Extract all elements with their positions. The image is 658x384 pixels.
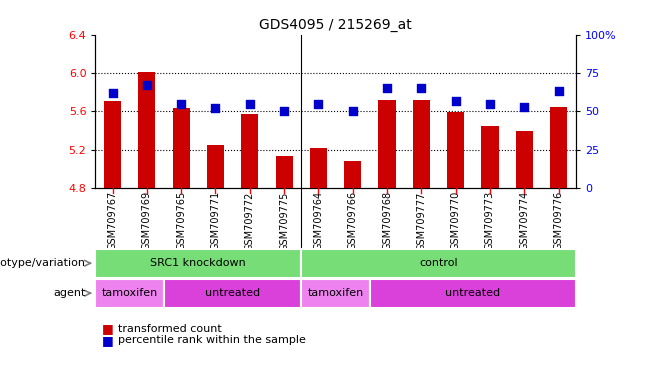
Text: GSM709770: GSM709770 — [451, 191, 461, 250]
Text: GSM709764: GSM709764 — [313, 191, 324, 250]
Bar — [378, 100, 395, 188]
Bar — [447, 112, 465, 188]
Text: ■: ■ — [102, 334, 114, 347]
Text: GSM709774: GSM709774 — [519, 191, 529, 250]
Point — [211, 105, 221, 111]
Text: genotype/variation: genotype/variation — [0, 258, 86, 268]
Text: GSM709775: GSM709775 — [279, 191, 289, 250]
Text: untreated: untreated — [205, 288, 260, 298]
Bar — [276, 156, 293, 188]
Text: tamoxifen: tamoxifen — [307, 288, 364, 298]
Point — [245, 101, 255, 107]
Bar — [104, 101, 121, 188]
Bar — [310, 148, 327, 188]
Text: GSM709771: GSM709771 — [211, 191, 220, 250]
Text: ■: ■ — [102, 322, 114, 335]
Bar — [516, 131, 533, 188]
Bar — [172, 108, 190, 188]
Text: GSM709766: GSM709766 — [347, 191, 358, 250]
Point — [313, 101, 324, 107]
Text: GSM709768: GSM709768 — [382, 191, 392, 250]
Title: GDS4095 / 215269_at: GDS4095 / 215269_at — [259, 18, 412, 32]
Bar — [413, 100, 430, 188]
Point — [279, 108, 290, 114]
Bar — [482, 126, 499, 188]
Point — [107, 90, 118, 96]
Bar — [138, 72, 155, 188]
Point — [553, 88, 564, 94]
Point — [451, 98, 461, 104]
Text: tamoxifen: tamoxifen — [101, 288, 158, 298]
Bar — [241, 114, 259, 188]
Text: agent: agent — [53, 288, 86, 298]
Bar — [207, 145, 224, 188]
Text: GSM709773: GSM709773 — [485, 191, 495, 250]
Text: GSM709765: GSM709765 — [176, 191, 186, 250]
Text: GSM709769: GSM709769 — [142, 191, 152, 250]
Text: GSM709777: GSM709777 — [417, 191, 426, 250]
Text: untreated: untreated — [445, 288, 500, 298]
Text: SRC1 knockdown: SRC1 knockdown — [151, 258, 246, 268]
Point — [347, 108, 358, 114]
Bar — [550, 106, 567, 188]
Text: transformed count: transformed count — [118, 324, 222, 334]
Point — [176, 101, 186, 107]
Text: percentile rank within the sample: percentile rank within the sample — [118, 335, 307, 345]
Point — [416, 85, 426, 91]
Point — [382, 85, 392, 91]
Text: GSM709767: GSM709767 — [107, 191, 118, 250]
Bar — [344, 161, 361, 188]
Text: GSM709776: GSM709776 — [553, 191, 564, 250]
Point — [141, 82, 152, 88]
Point — [485, 101, 495, 107]
Text: GSM709772: GSM709772 — [245, 191, 255, 250]
Text: control: control — [419, 258, 458, 268]
Point — [519, 104, 530, 110]
